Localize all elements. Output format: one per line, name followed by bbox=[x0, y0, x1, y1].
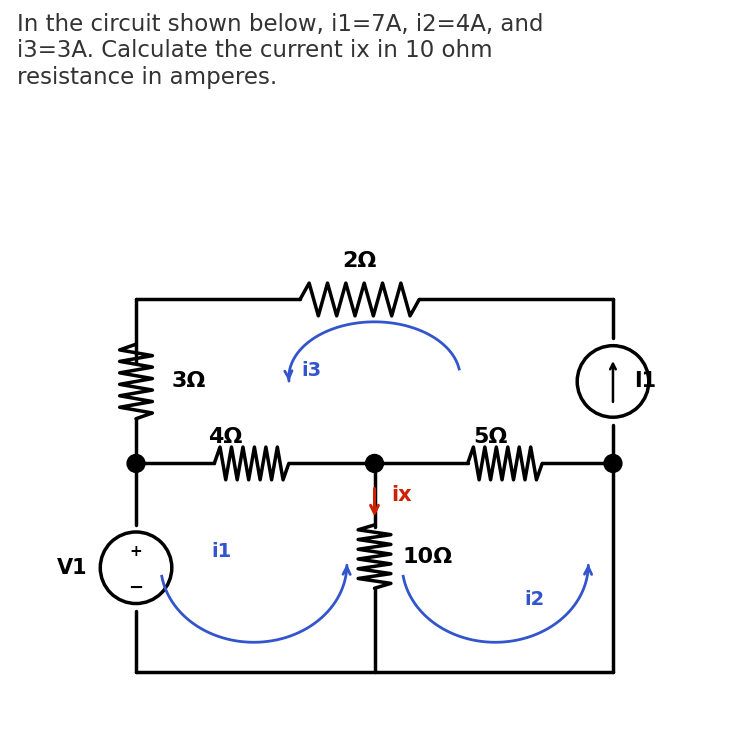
Circle shape bbox=[604, 455, 622, 473]
Text: In the circuit shown below, i1=7A, i2=4A, and
i3=3A. Calculate the current ix in: In the circuit shown below, i1=7A, i2=4A… bbox=[16, 13, 543, 89]
Text: +: + bbox=[130, 544, 142, 560]
Text: 2Ω: 2Ω bbox=[342, 251, 377, 272]
Text: i3: i3 bbox=[301, 361, 321, 380]
Text: 5Ω: 5Ω bbox=[473, 427, 507, 447]
Text: i2: i2 bbox=[524, 589, 545, 609]
Text: I1: I1 bbox=[634, 372, 656, 391]
Text: 4Ω: 4Ω bbox=[208, 427, 243, 447]
Text: ix: ix bbox=[391, 485, 411, 505]
Text: 10Ω: 10Ω bbox=[403, 547, 453, 566]
Text: i1: i1 bbox=[212, 542, 232, 561]
Text: −: − bbox=[129, 578, 144, 596]
Text: 3Ω: 3Ω bbox=[172, 372, 206, 391]
Circle shape bbox=[366, 455, 383, 473]
Text: V1: V1 bbox=[57, 558, 88, 577]
Circle shape bbox=[127, 455, 145, 473]
